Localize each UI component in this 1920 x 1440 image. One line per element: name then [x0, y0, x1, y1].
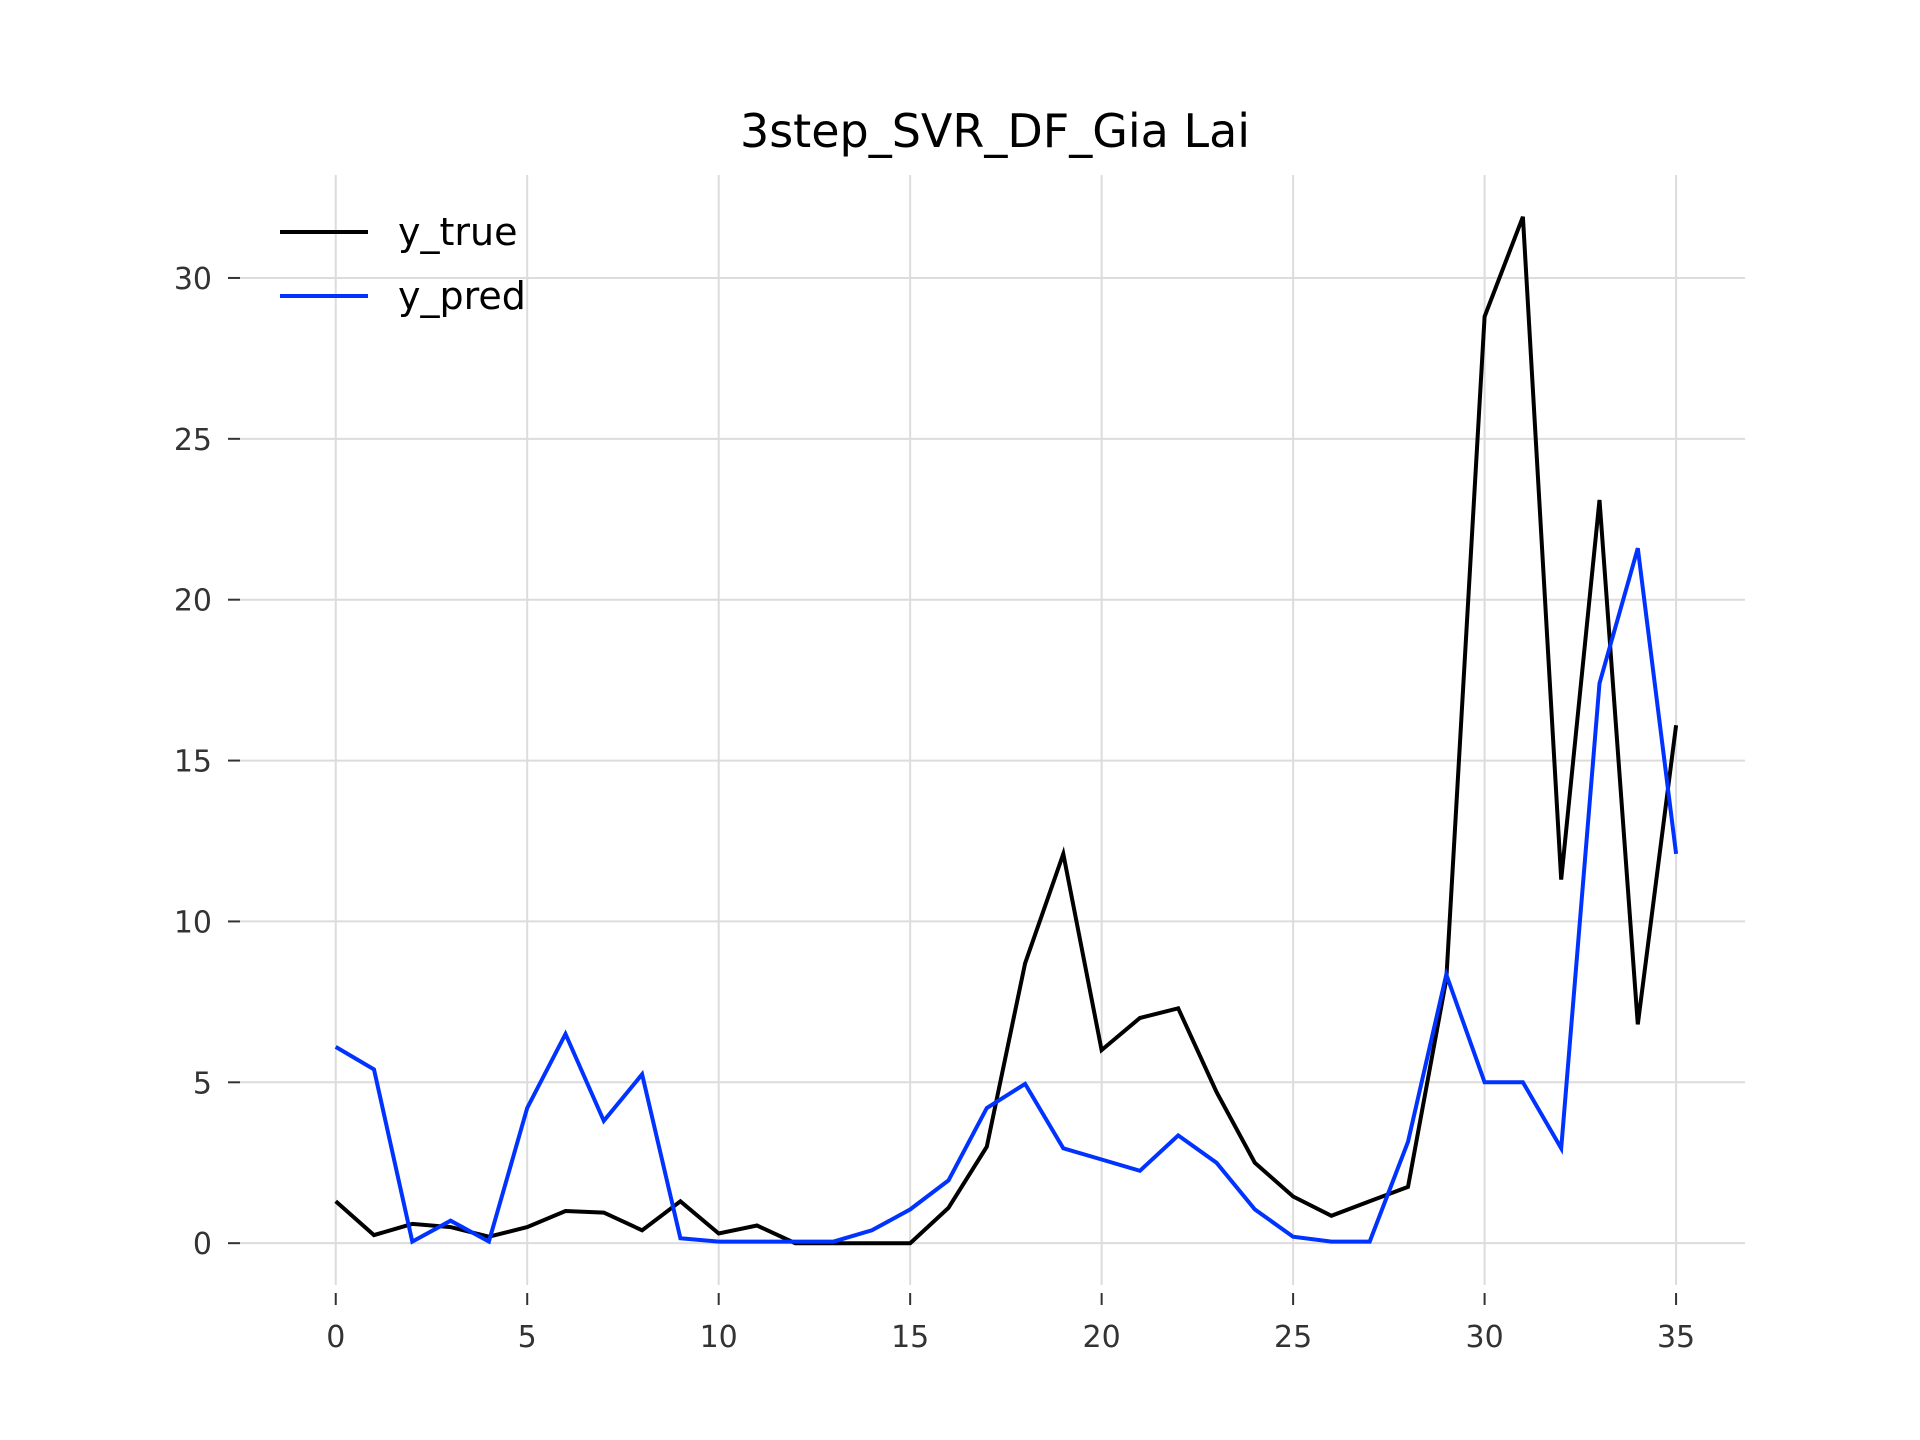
chart-title: 3step_SVR_DF_Gia Lai	[740, 104, 1250, 158]
y-tick-label: 5	[193, 1066, 212, 1101]
y-tick-label: 15	[174, 745, 212, 780]
axis-ticks: 0 5 10 15 20 25 30 35 0 5 10 15 20 25 30	[174, 262, 1695, 1355]
x-tick-label: 10	[700, 1320, 738, 1355]
series-lines	[334, 216, 1679, 1246]
x-tick-label: 15	[891, 1320, 929, 1355]
y-tick-label: 10	[174, 905, 212, 940]
x-tick-label: 20	[1083, 1320, 1121, 1355]
x-tick-label: 0	[326, 1320, 345, 1355]
x-tick-label: 5	[518, 1320, 537, 1355]
y-tick-label: 0	[193, 1227, 212, 1262]
y-tick-label: 25	[174, 423, 212, 458]
legend-label-y-true: y_true	[398, 210, 517, 254]
y-tick-label: 20	[174, 584, 212, 619]
series-line-y-pred	[334, 547, 1679, 1245]
grid	[240, 175, 1745, 1285]
series-line-y-true	[334, 216, 1679, 1246]
legend-label-y-pred: y_pred	[398, 274, 526, 318]
x-tick-label: 25	[1274, 1320, 1312, 1355]
x-tick-label: 30	[1465, 1320, 1503, 1355]
legend: y_true y_pred	[280, 210, 526, 318]
x-tick-label: 35	[1657, 1320, 1695, 1355]
y-tick-label: 30	[174, 262, 212, 297]
